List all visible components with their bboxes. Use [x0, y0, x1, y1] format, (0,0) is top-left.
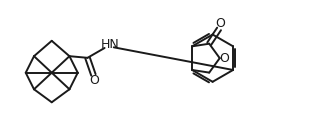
Text: O: O [219, 52, 229, 65]
Text: O: O [215, 17, 225, 30]
Text: HN: HN [100, 38, 119, 51]
Text: O: O [89, 74, 99, 87]
